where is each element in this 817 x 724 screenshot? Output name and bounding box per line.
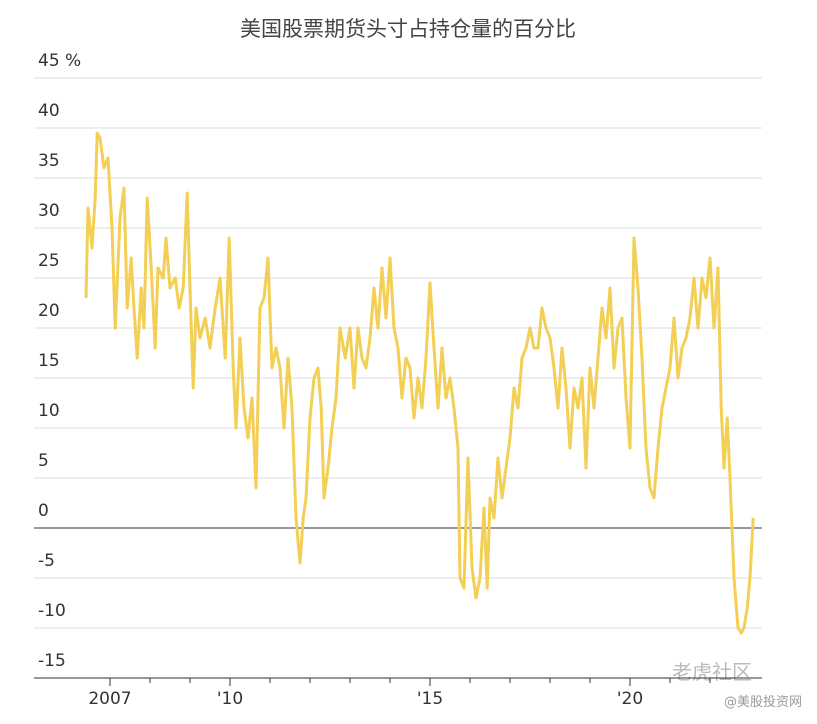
y-tick-label: -15 [38, 651, 66, 671]
y-tick-label: 25 [38, 251, 60, 271]
y-tick-label: 20 [38, 301, 60, 321]
y-tick-label: 10 [38, 401, 60, 421]
watermark: 老虎社区 [672, 660, 752, 684]
x-tick-label: '15 [417, 689, 443, 709]
y-tick-label: 15 [38, 351, 60, 371]
y-tick-label: 45 % [38, 51, 81, 71]
x-tick-label: '20 [617, 689, 643, 709]
y-tick-label: 35 [38, 151, 60, 171]
y-tick-label: 5 [38, 451, 49, 471]
y-tick-label: -10 [38, 601, 66, 621]
x-tick-label: 2007 [88, 689, 131, 709]
watermark-sub: @美股投资网 [724, 694, 802, 710]
chart-title: 美国股票期货头寸占持仓量的百分比 [240, 17, 576, 41]
x-tick-label: '10 [217, 689, 243, 709]
y-tick-label: 30 [38, 201, 60, 221]
data-line [84, 131, 755, 635]
y-tick-label: 0 [38, 501, 49, 521]
y-tick-label: -5 [38, 551, 55, 571]
y-tick-label: 40 [38, 101, 60, 121]
